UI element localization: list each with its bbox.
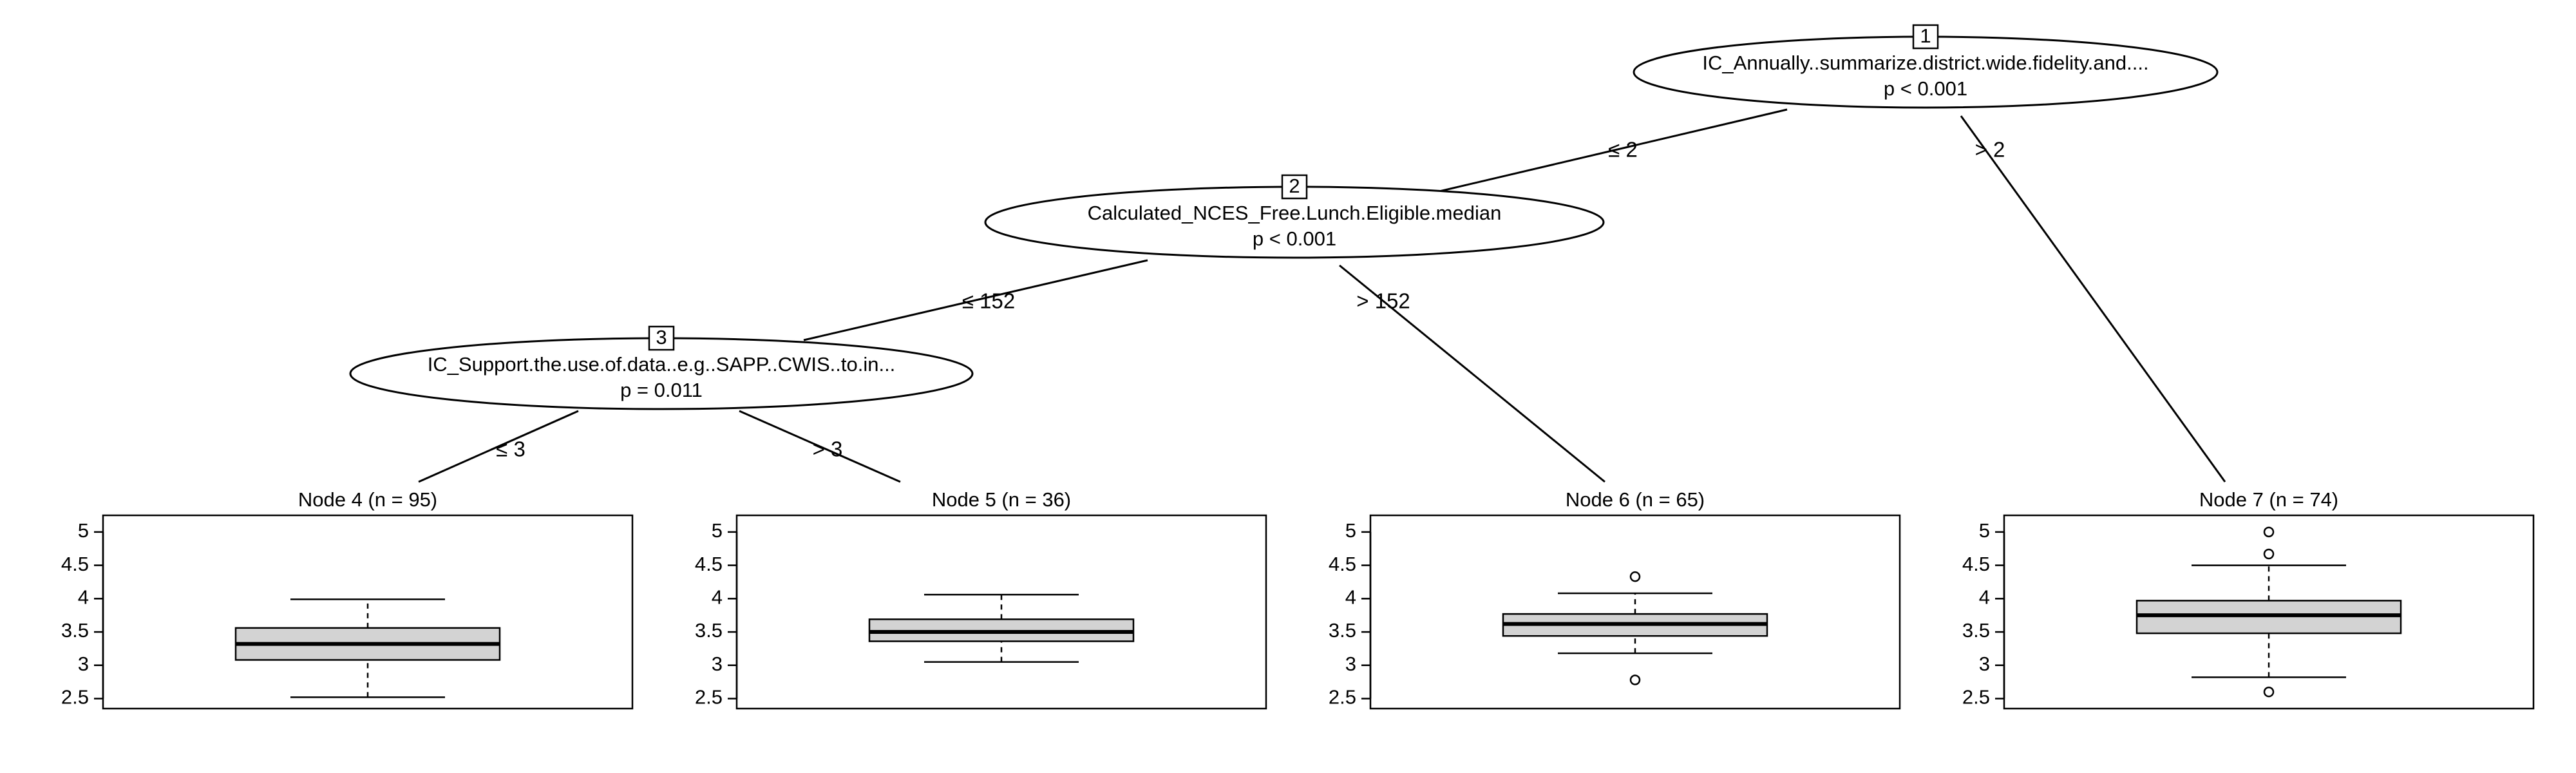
y-tick-label: 3 [1979, 653, 1990, 675]
edge-3-5 [739, 410, 901, 483]
y-tick-label: 4.5 [695, 553, 723, 575]
edge-label-2-6: > 152 [1356, 289, 1410, 313]
y-tick-label: 4 [78, 586, 89, 608]
inner-node-2: 2 Calculated_NCES_Free.Lunch.Eligible.med… [984, 174, 1605, 259]
y-axis: 2.5 3 3.5 4 4.5 5 [61, 519, 104, 709]
y-axis: 2.5 3 3.5 4 4.5 5 [695, 519, 738, 709]
y-tick-label: 3.5 [1962, 619, 1990, 642]
terminal-node-title: Node 6 (n = 65) [1566, 488, 1705, 511]
terminal-node-title: Node 4 (n = 95) [298, 488, 437, 511]
node-p-value: p < 0.001 [1884, 77, 1967, 100]
edge-1-2 [1439, 108, 1788, 193]
outlier-point [2263, 526, 2275, 538]
node-id-box [1912, 24, 1939, 50]
outlier-point [2263, 686, 2275, 698]
y-tick-label: 4.5 [1329, 553, 1356, 575]
y-tick-label: 4.5 [1962, 553, 1990, 575]
node-p-value: p < 0.001 [1253, 227, 1336, 250]
terminal-node-title: Node 5 (n = 36) [932, 488, 1071, 511]
terminal-node-title: Node 7 (n = 74) [2199, 488, 2338, 511]
node-p-value: p = 0.011 [620, 379, 703, 401]
node-id-box [1281, 174, 1308, 200]
y-tick-label: 4 [1345, 586, 1356, 608]
y-tick-label: 3.5 [695, 619, 723, 642]
inner-node-1: 1 IC_Annually..summarize.district.wide.fi… [1633, 24, 2219, 109]
y-tick-label: 4 [712, 586, 723, 608]
y-tick-label: 3.5 [1329, 619, 1356, 642]
y-tick-label: 3.5 [61, 619, 89, 642]
y-tick-label: 3 [712, 653, 723, 675]
terminal-node-5: Node 5 (n = 36) 2.5 3 3.5 4 4.5 5 [695, 488, 1267, 710]
y-tick-label: 2.5 [1962, 686, 1990, 709]
y-axis: 2.5 3 3.5 4 4.5 5 [1962, 519, 2005, 709]
y-tick-label: 5 [78, 519, 89, 542]
edge-label-1-2: ≤ 2 [1608, 138, 1638, 162]
edge-label-3-5: > 3 [813, 437, 843, 461]
outlier-point [2263, 548, 2275, 560]
y-tick-label: 4.5 [61, 553, 89, 575]
y-axis: 2.5 3 3.5 4 4.5 5 [1329, 519, 1372, 709]
edge-label-1-7: > 2 [1975, 138, 2005, 162]
edge-2-3 [803, 259, 1148, 341]
edges-layer: ≤ 2 > 2 ≤ 152 > 152 ≤ 3 > 3 [418, 108, 2226, 483]
inner-node-3: 3 IC_Support.the.use.of.data..e.g..SAPP..… [349, 325, 974, 410]
y-tick-label: 2.5 [695, 686, 723, 709]
node-variable-label: Calculated_NCES_Free.Lunch.Eligible.medi… [1088, 202, 1502, 224]
node-id-box [648, 325, 675, 351]
terminal-node-4: Node 4 (n = 95) 2.5 3 3.5 4 4.5 5 [61, 488, 634, 710]
plot-frame [102, 514, 634, 710]
inner-nodes-layer: 1 IC_Annually..summarize.district.wide.fi… [349, 24, 2219, 410]
node-variable-label: IC_Support.the.use.of.data..e.g..SAPP..C… [428, 353, 896, 376]
edge-3-4 [418, 410, 579, 483]
edge-1-7 [1960, 115, 2226, 482]
y-tick-label: 2.5 [1329, 686, 1356, 709]
y-tick-label: 5 [1979, 519, 1990, 542]
y-tick-label: 3 [78, 653, 89, 675]
plot-frame [735, 514, 1267, 710]
edge-label-3-4: ≤ 3 [496, 437, 526, 461]
y-tick-label: 4 [1979, 586, 1990, 608]
edge-2-6 [1339, 264, 1605, 483]
terminal-node-6: Node 6 (n = 65) 2.5 3 3.5 4 4.5 5 [1329, 488, 1901, 710]
node-id-label: 2 [1289, 175, 1300, 197]
y-tick-label: 2.5 [61, 686, 89, 709]
y-tick-label: 5 [712, 519, 723, 542]
node-id-label: 3 [656, 326, 667, 348]
y-tick-label: 5 [1345, 519, 1356, 542]
node-variable-label: IC_Annually..summarize.district.wide.fid… [1702, 52, 2148, 74]
outlier-point [1629, 674, 1641, 685]
node-id-label: 1 [1920, 24, 1931, 47]
y-tick-label: 3 [1345, 653, 1356, 675]
edge-label-2-3: ≤ 152 [962, 289, 1015, 313]
outlier-point [1629, 571, 1641, 582]
terminal-node-7: Node 7 (n = 74) 2.5 3 3.5 4 4.5 5 [1962, 488, 2535, 710]
